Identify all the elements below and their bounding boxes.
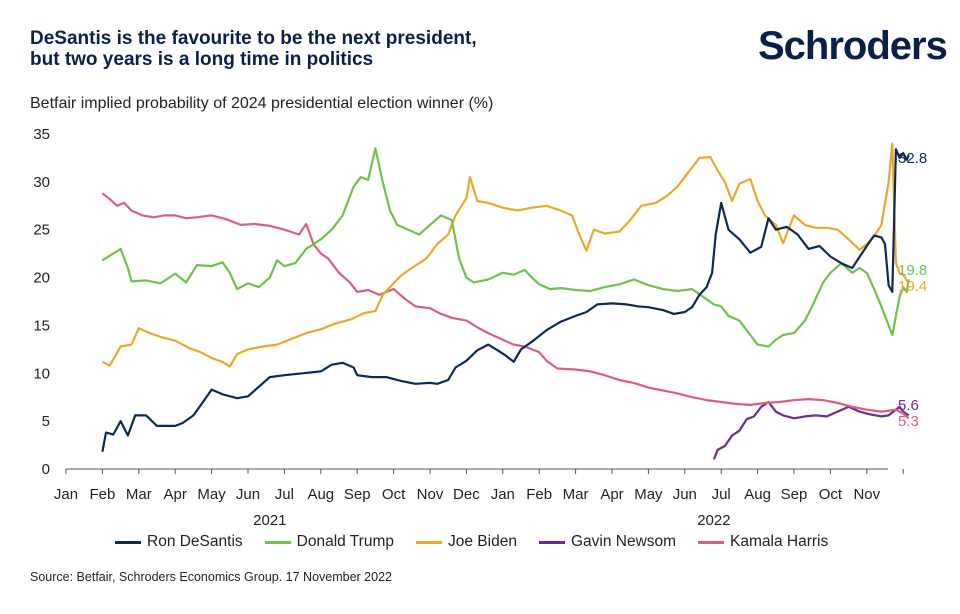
series-line-donald-trump [101,147,910,348]
x-tick-label: Apr [600,486,623,503]
legend-swatch [698,540,725,544]
y-tick-label: 0 [42,461,50,478]
y-tick-label: 5 [42,413,50,430]
legend-label: Kamala Harris [730,533,829,550]
x-tick-label: Nov [417,486,444,503]
axes: 0 5 10 15 20 25 30 35 Jan Feb Mar Apr May Jun Jul Aug Se… [33,126,904,529]
series-line-gavin-newsom [712,400,910,460]
legend-swatch [115,540,141,544]
x-tick-label: Mar [126,486,152,503]
x-tick-label: Nov [853,486,880,503]
title-line-2: but two years is a long time in politics [30,49,374,70]
x-tick-label: Apr [164,486,187,503]
legend-item-gavin-newsom: Gavin Newsom [538,533,677,551]
chart-title: DeSantis is the favourite to be the next… [30,28,590,70]
x-tick-label: Oct [382,486,406,503]
y-tick-label: 25 [33,222,50,239]
y-tick-label: 15 [33,317,50,334]
x-tick-label: Jan [54,486,78,503]
brand-logo: Schroders [758,24,948,68]
x-tick-label: Sep [344,486,371,503]
end-label-joe-biden: 19.4 [898,278,927,295]
y-tick-label: 10 [33,365,50,382]
y-tick-label: 30 [33,174,50,191]
y-tick-label: 35 [33,126,50,143]
chart-subtitle: Betfair implied probability of 2024 pres… [30,95,494,112]
title-line-1: DeSantis is the favourite to be the next… [30,28,477,49]
legend-swatch [538,540,565,544]
x-tick-label: Jul [712,486,731,503]
series-line-ron-desantis [101,148,910,453]
end-labels: 32.8 19.819.4 5.65.3 [898,150,927,430]
end-label-kamala-harris: 5.3 [898,413,919,430]
end-label-gavin-newsom: 5.6 [898,397,919,414]
end-label-ron-desantis: 32.8 [898,150,927,167]
series-line-kamala-harris [101,192,910,420]
legend-swatch [416,540,442,544]
y-tick-label: 20 [33,270,50,287]
legend-label: Joe Biden [448,533,517,550]
x-tick-label: May [634,486,663,503]
legend-label: Gavin Newsom [570,533,677,550]
legend-swatch [264,540,291,544]
legend: Ron DeSantis Donald Trump Joe Biden Gavin N… [115,533,828,551]
legend-label: Donald Trump [296,533,394,550]
x-tick-label: Jun [673,486,697,503]
legend-item-joe-biden: Joe Biden [416,533,517,551]
series-lines [101,142,910,460]
x-tick-label: May [197,486,226,503]
x-tick-label: Jan [491,486,515,503]
x-tick-label: Jul [275,486,294,503]
year-label: 2021 [253,512,286,529]
x-tick-label: Mar [563,486,589,503]
legend-item-ron-desantis: Ron DeSantis [115,533,243,551]
x-tick-label: Oct [819,486,843,503]
legend-item-donald-trump: Donald Trump [264,533,394,551]
x-tick-label: Jun [236,486,260,503]
x-tick-label: Sep [781,486,808,503]
x-tick-label: Aug [744,486,771,503]
end-label-donald-trump: 19.8 [898,262,927,279]
source-note: Source: Betfair, Schroders Economics Gro… [30,570,392,584]
x-tick-label: Feb [526,486,552,503]
x-tick-label: Dec [453,486,480,503]
series-line-joe-biden [101,142,910,368]
year-label: 2022 [697,512,730,529]
x-tick-label: Aug [307,486,334,503]
x-tick-label: Feb [89,486,115,503]
legend-label: Ron DeSantis [147,533,243,550]
legend-item-kamala-harris: Kamala Harris [698,533,828,551]
